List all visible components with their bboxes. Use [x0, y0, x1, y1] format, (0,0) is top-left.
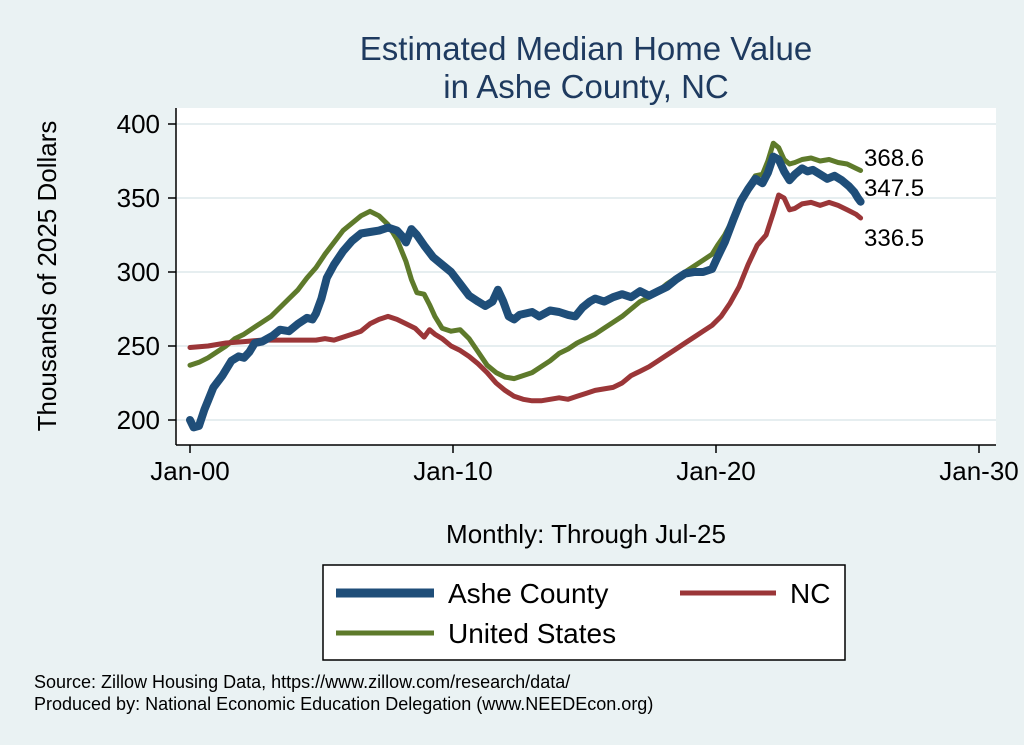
x-tick-label-Jan-10: Jan-10	[413, 456, 493, 486]
legend-label-nc: NC	[790, 578, 830, 609]
y-axis-title: Thousands of 2025 Dollars	[32, 121, 62, 432]
x-tick-label-Jan-00: Jan-00	[150, 456, 230, 486]
legend-box	[322, 564, 846, 661]
y-tick-label-400: 400	[117, 109, 160, 139]
y-tick-label-350: 350	[117, 183, 160, 213]
series-line-ashe-county	[186, 152, 865, 432]
legend-items: Ashe County NC United States	[336, 578, 830, 649]
legend: Ashe County NC United States	[322, 564, 846, 661]
y-tick-label-300: 300	[117, 257, 160, 287]
y-tick-label-250: 250	[117, 331, 160, 361]
legend-label-ashe-county: Ashe County	[448, 578, 608, 609]
series-lines	[186, 140, 865, 432]
plot-area	[176, 108, 996, 445]
end-label-ashe-county: 347.5	[864, 175, 924, 202]
series-line-nc	[187, 192, 864, 404]
x-axis-title: Monthly: Through Jul-25	[446, 519, 726, 549]
x-tick-label-Jan-30: Jan-30	[939, 456, 1019, 486]
end-labels: 347.5 336.5 368.6	[864, 145, 924, 252]
y-axis: 200 250 300 350 400	[117, 108, 177, 445]
end-label-nc: 336.5	[864, 225, 924, 252]
chart-title-line-2: in Ashe County, NC	[443, 68, 729, 105]
x-tick-label-Jan-20: Jan-20	[676, 456, 756, 486]
y-tick-label-200: 200	[117, 405, 160, 435]
producer-note: Produced by: National Economic Education…	[34, 694, 653, 714]
end-label-united-states: 368.6	[864, 145, 924, 172]
chart-title-line-1: Estimated Median Home Value	[360, 30, 812, 67]
source-note: Source: Zillow Housing Data, https://www…	[34, 672, 570, 692]
legend-label-united-states: United States	[448, 618, 616, 649]
x-axis: Jan-00 Jan-10 Jan-20 Jan-30	[150, 444, 1019, 486]
series-line-united-states	[187, 140, 864, 382]
